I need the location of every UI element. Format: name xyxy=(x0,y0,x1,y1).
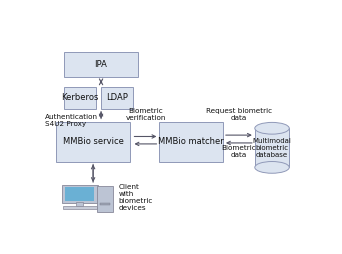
Ellipse shape xyxy=(255,122,289,134)
FancyBboxPatch shape xyxy=(159,122,223,162)
Ellipse shape xyxy=(255,162,289,173)
FancyBboxPatch shape xyxy=(255,128,289,167)
FancyBboxPatch shape xyxy=(76,202,83,206)
Text: MMBio service: MMBio service xyxy=(63,137,123,147)
FancyBboxPatch shape xyxy=(64,52,138,77)
Text: MMBio matcher: MMBio matcher xyxy=(158,137,224,147)
FancyBboxPatch shape xyxy=(97,185,113,213)
Text: Biometric
data: Biometric data xyxy=(222,145,256,158)
Text: LDAP: LDAP xyxy=(106,93,128,102)
Text: Multimodal
biometric
database: Multimodal biometric database xyxy=(253,138,291,158)
Text: Client
with
biometric
devices: Client with biometric devices xyxy=(118,184,153,211)
FancyBboxPatch shape xyxy=(64,87,96,109)
FancyBboxPatch shape xyxy=(56,122,130,162)
FancyBboxPatch shape xyxy=(62,185,98,203)
FancyBboxPatch shape xyxy=(65,187,94,200)
Text: Biometric
verification: Biometric verification xyxy=(126,108,166,121)
FancyBboxPatch shape xyxy=(100,203,110,205)
Text: Authentication
S4U2 Proxy: Authentication S4U2 Proxy xyxy=(45,114,98,126)
FancyBboxPatch shape xyxy=(63,206,97,209)
Text: IPA: IPA xyxy=(95,60,107,69)
Text: Kerberos: Kerberos xyxy=(61,93,98,102)
Text: Request biometric
data: Request biometric data xyxy=(206,108,272,121)
FancyBboxPatch shape xyxy=(101,87,133,109)
